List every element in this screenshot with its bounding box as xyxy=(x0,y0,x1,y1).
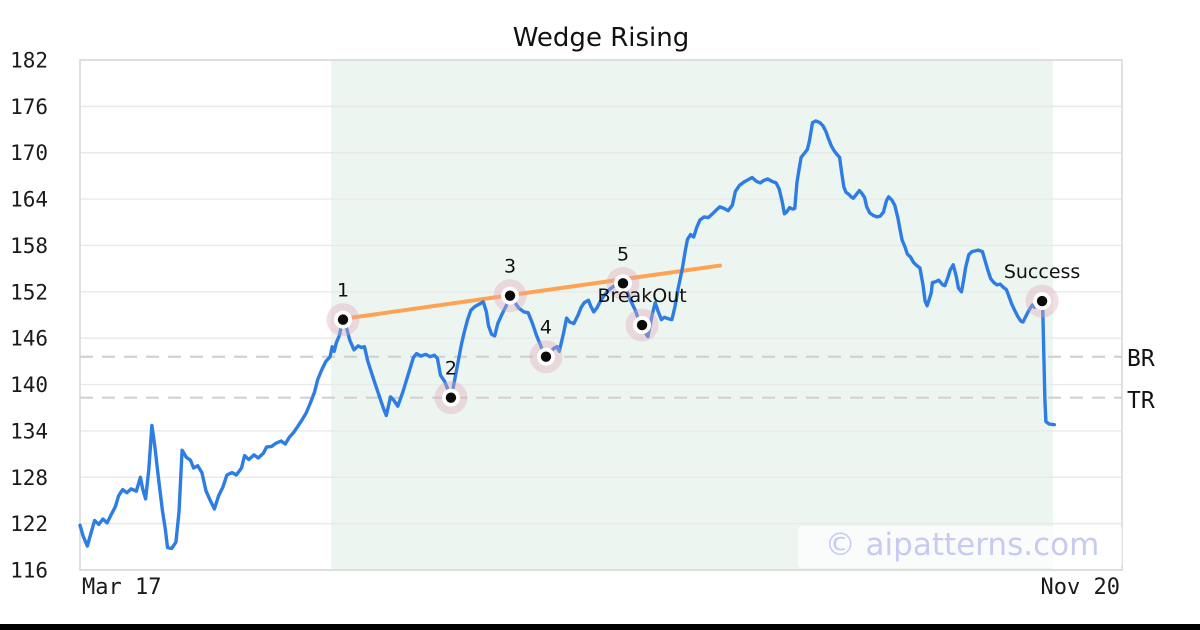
x-axis-label-start: Mar 17 xyxy=(82,575,161,600)
plot-area: 182 176 170 164 158 152 146 140 134 128 122 116 1 2 3 4… xyxy=(10,49,1123,583)
y-tick-label-134: 134 xyxy=(10,419,48,443)
y-tick-label-128: 128 xyxy=(10,466,48,490)
level-label-tr: TR xyxy=(1127,388,1155,414)
trendline xyxy=(341,263,722,321)
pattern-marker-dot-5 xyxy=(617,278,629,289)
pattern-marker-dot-2 xyxy=(445,392,457,403)
y-tick-label-122: 122 xyxy=(10,512,48,536)
pattern-marker-dot-breakout xyxy=(636,319,648,331)
pattern-region-shade xyxy=(331,60,1054,570)
pattern-marker-label-4: 4 xyxy=(540,317,552,339)
watermark: © aipatterns.com xyxy=(798,526,1122,568)
chart-title: Wedge Rising xyxy=(513,23,690,53)
pattern-marker-dot-4 xyxy=(540,351,552,362)
pattern-marker-label-success: Success xyxy=(1004,261,1080,283)
pattern-marker-dot-3 xyxy=(504,290,516,301)
y-tick-label-140: 140 xyxy=(10,373,48,397)
bottom-bar xyxy=(0,624,1200,630)
pattern-marker-label-2: 2 xyxy=(445,358,457,380)
pattern-marker-dot-success xyxy=(1036,295,1048,307)
pattern-marker-dot-1 xyxy=(337,314,349,325)
y-tick-label-158: 158 xyxy=(10,234,48,258)
plot-border xyxy=(79,59,1123,571)
pattern-marker-label-breakout: BreakOut xyxy=(597,285,686,307)
y-tick-label-176: 176 xyxy=(10,95,48,119)
y-tick-label-152: 152 xyxy=(10,280,48,304)
y-tick-label-164: 164 xyxy=(10,188,48,212)
y-tick-label-182: 182 xyxy=(10,49,48,73)
y-tick-label-146: 146 xyxy=(10,327,48,351)
y-tick-label-170: 170 xyxy=(10,141,48,165)
pattern-marker-label-5: 5 xyxy=(617,243,629,265)
pattern-marker-label-1: 1 xyxy=(337,280,349,302)
level-label-br: BR xyxy=(1127,346,1155,372)
pattern-marker-label-3: 3 xyxy=(504,256,516,278)
x-axis-label-end: Nov 20 xyxy=(1041,575,1120,600)
y-tick-label-116: 116 xyxy=(10,559,48,583)
watermark-text: © aipatterns.com xyxy=(825,527,1100,563)
watermark-box xyxy=(798,526,1122,568)
